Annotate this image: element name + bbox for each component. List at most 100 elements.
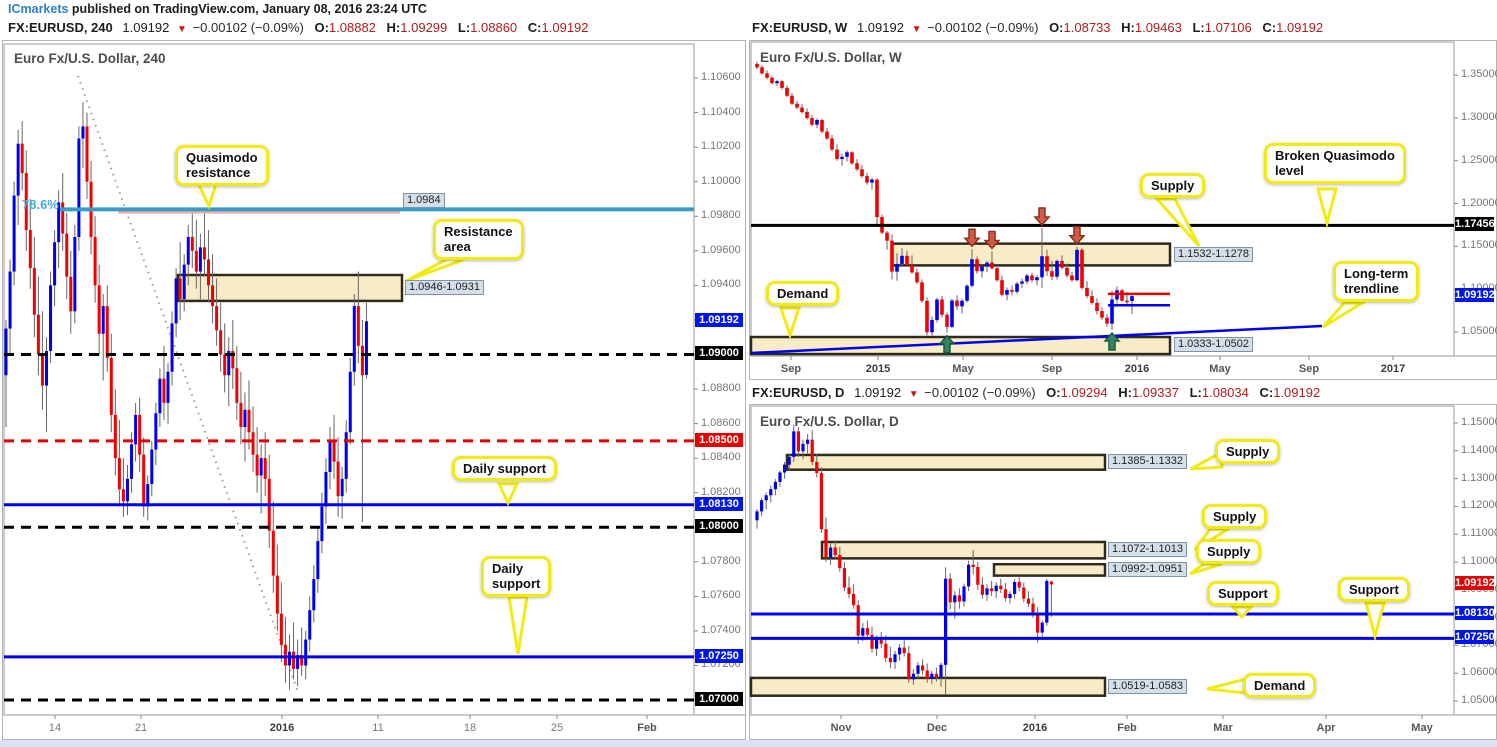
symbol-weekly: FX:EURUSD, W bbox=[752, 20, 848, 35]
fib-786-label: 78.6% bbox=[22, 197, 59, 212]
time-tick-Sep: Sep bbox=[1298, 363, 1320, 375]
price-tick-1.08800: 1.08800 bbox=[701, 382, 741, 395]
low-value: 1.07106 bbox=[1204, 20, 1252, 35]
price-tick-1.07800: 1.07800 bbox=[701, 554, 741, 567]
price-tick-1.10200: 1.10200 bbox=[701, 140, 741, 153]
close-value: 1.09192 bbox=[541, 20, 589, 35]
price-label-1.17456: 1.17456 bbox=[1455, 217, 1495, 232]
price-tick-1.08200: 1.08200 bbox=[701, 485, 741, 498]
chart-panel-240 bbox=[2, 40, 746, 740]
high-value: 1.09337 bbox=[1131, 385, 1179, 400]
demand-arrow-icon bbox=[1103, 331, 1121, 351]
change-daily: −0.00102 (−0.09%) bbox=[924, 385, 1036, 400]
chart-header-daily: FX:EURUSD, D 1.09192 ▼ −0.00102 (−0.09%)… bbox=[752, 385, 1320, 400]
supply-arrow-icon bbox=[1033, 207, 1051, 227]
plot-W[interactable] bbox=[749, 41, 1496, 360]
close-label: C: bbox=[1259, 385, 1274, 400]
time-tick-Feb: Feb bbox=[637, 722, 657, 734]
time-tick-Nov: Nov bbox=[830, 722, 852, 734]
time-tick-Dec: Dec bbox=[926, 722, 948, 734]
price-range-label-1.0519-1.0583: 1.0519-1.0583 bbox=[1108, 678, 1187, 694]
low-label: L: bbox=[1192, 20, 1205, 35]
time-tick-May: May bbox=[952, 363, 974, 375]
callout-supply-daily-3[interactable]: Supply bbox=[1196, 539, 1262, 565]
open-value: 1.08882 bbox=[328, 20, 376, 35]
daily-supply-zone-1[interactable] bbox=[785, 453, 1107, 471]
candles-W bbox=[755, 61, 1134, 336]
long-term-trendline[interactable] bbox=[750, 324, 1323, 355]
close-value: 1.09192 bbox=[1276, 20, 1324, 35]
price-label-1.08500: 1.08500 bbox=[695, 432, 743, 447]
price-tick-1.15000: 1.15000 bbox=[1461, 239, 1497, 252]
close-label: C: bbox=[527, 20, 542, 35]
chart-panel-W bbox=[749, 40, 1497, 380]
daily-supply-zone-3[interactable] bbox=[992, 562, 1107, 577]
high-value: 1.09463 bbox=[1134, 20, 1182, 35]
callout-broken-quasimodo-tail bbox=[1316, 187, 1338, 229]
time-tick-11: 11 bbox=[372, 722, 384, 734]
plot-240[interactable] bbox=[3, 43, 745, 719]
symbol-daily: FX:EURUSD, D bbox=[752, 385, 845, 400]
triangle-down-icon: ▼ bbox=[911, 24, 922, 35]
price-label-1.09192: 1.09192 bbox=[1455, 576, 1495, 591]
chart-title-W: Euro Fx/U.S. Dollar, W bbox=[760, 50, 902, 65]
low-value: 1.08034 bbox=[1201, 385, 1249, 400]
publish-bar: ICmarkets published on TradingView.com, … bbox=[8, 2, 427, 16]
resistance-area-zone[interactable] bbox=[176, 273, 404, 303]
plot-D[interactable] bbox=[749, 405, 1496, 719]
price-tick-1.10000: 1.10000 bbox=[701, 174, 741, 187]
price-tick-1.35000: 1.35000 bbox=[1461, 68, 1497, 81]
price-range-label-1.1385-1.1332: 1.1385-1.1332 bbox=[1108, 454, 1187, 470]
price-label-1.09192: 1.09192 bbox=[1455, 288, 1495, 303]
callout-resistance-area[interactable]: Resistance area bbox=[433, 219, 524, 260]
last-price-weekly: 1.09192 bbox=[856, 20, 904, 35]
callout-supply-daily-1[interactable]: Supply bbox=[1215, 439, 1281, 465]
callout-broken-quasimodo[interactable]: Broken Quasimodo level bbox=[1264, 143, 1406, 184]
price-tick-1.30000: 1.30000 bbox=[1461, 110, 1497, 123]
price-range-label-1.1532-1.1278: 1.1532-1.1278 bbox=[1174, 246, 1253, 262]
time-tick-Mar: Mar bbox=[1213, 722, 1233, 734]
page-footer-strip bbox=[0, 740, 1497, 747]
symbol-240: FX:EURUSD, 240 bbox=[8, 20, 113, 35]
price-range-label-1.0992-1.0951: 1.0992-1.0951 bbox=[1108, 561, 1187, 577]
price-label-1.09192: 1.09192 bbox=[695, 313, 743, 328]
callout-quasimodo-resistance[interactable]: Quasimodo resistance bbox=[175, 145, 269, 186]
time-tick-Apr: Apr bbox=[1316, 722, 1336, 734]
callout-daily-support-1[interactable]: Daily support bbox=[452, 456, 558, 482]
callout-demand-weekly[interactable]: Demand bbox=[766, 281, 840, 307]
close-label: C: bbox=[1262, 20, 1277, 35]
price-tick-1.14000: 1.14000 bbox=[1461, 443, 1497, 456]
callout-support-daily-1[interactable]: Support bbox=[1207, 581, 1279, 607]
time-tick-2016: 2016 bbox=[1022, 722, 1048, 734]
callout-demand-daily[interactable]: Demand bbox=[1243, 673, 1317, 699]
price-tick-1.10400: 1.10400 bbox=[701, 105, 741, 118]
daily-supply-zone-2[interactable] bbox=[820, 540, 1107, 560]
callout-long-term-trendline[interactable]: Long-term trendline bbox=[1333, 261, 1420, 302]
time-tick-2016: 2016 bbox=[269, 722, 295, 734]
high-label: H: bbox=[386, 20, 401, 35]
author-link[interactable]: ICmarkets bbox=[8, 2, 69, 16]
price-tick-1.13000: 1.13000 bbox=[1461, 471, 1497, 484]
price-tick-1.11000: 1.11000 bbox=[1461, 527, 1497, 540]
time-tick-21: 21 bbox=[134, 722, 148, 734]
price-tick-1.08400: 1.08400 bbox=[701, 451, 741, 464]
price-tick-1.10600: 1.10600 bbox=[701, 71, 741, 84]
callout-supply-daily-2[interactable]: Supply bbox=[1202, 504, 1268, 530]
callout-long-term-trendline-tail bbox=[1321, 301, 1368, 329]
last-price-daily: 1.09192 bbox=[854, 385, 902, 400]
weekly-supply-zone[interactable] bbox=[890, 242, 1172, 267]
triangle-down-icon: ▼ bbox=[908, 389, 919, 400]
last-price-240: 1.09192 bbox=[122, 20, 170, 35]
callout-demand-weekly-tail bbox=[778, 306, 802, 340]
callout-supply-weekly[interactable]: Supply bbox=[1140, 173, 1206, 199]
weekly-demand-zone[interactable] bbox=[749, 335, 1172, 356]
price-range-label-1.0333-1.0502: 1.0333-1.0502 bbox=[1174, 336, 1253, 352]
supply-arrow-icon bbox=[983, 230, 1001, 250]
callout-daily-support-2[interactable]: Daily support bbox=[481, 556, 552, 597]
daily-demand-zone[interactable] bbox=[749, 676, 1107, 697]
callout-supply-weekly-tail bbox=[1153, 197, 1201, 247]
low-label: L: bbox=[457, 20, 471, 35]
price-tick-1.07600: 1.07600 bbox=[701, 589, 741, 602]
callout-support-daily-2[interactable]: Support bbox=[1338, 577, 1410, 603]
